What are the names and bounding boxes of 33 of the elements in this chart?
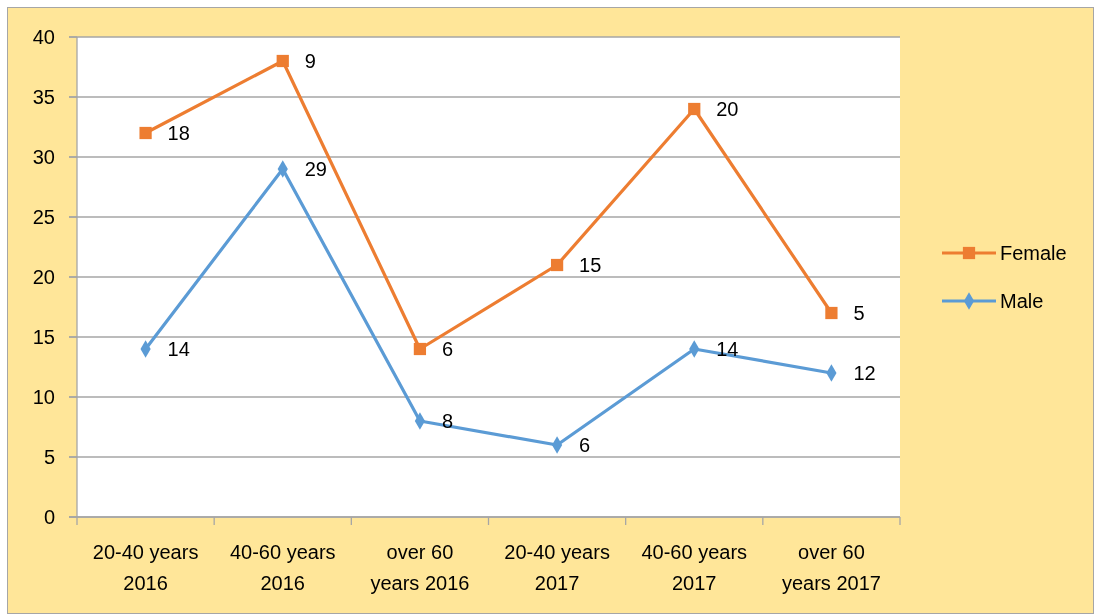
point xyxy=(139,126,152,140)
annotation: 6 xyxy=(441,338,454,360)
y-tick-label: 30 xyxy=(32,146,55,168)
point xyxy=(688,102,701,116)
y-tick-label: 35 xyxy=(32,86,55,108)
y-tick-label: 15 xyxy=(32,326,55,348)
data-label: 29 xyxy=(304,158,327,180)
point xyxy=(276,54,289,68)
annotation: 18 xyxy=(167,122,190,144)
legend-label: Female xyxy=(1000,242,1067,264)
x-tick-label: 40-60 years 2016 xyxy=(229,541,336,594)
annotation: 20 xyxy=(716,98,739,120)
annotation: 5 xyxy=(853,302,865,324)
data-label: 14 xyxy=(167,338,190,360)
point xyxy=(550,258,564,272)
data-label: 6 xyxy=(579,434,591,456)
x-tick-label: 20-40 years 2017 xyxy=(504,541,610,594)
y-tick-label: 0 xyxy=(43,506,55,528)
y-tick-label: 40 xyxy=(32,26,55,48)
data-label: 12 xyxy=(853,362,876,384)
point xyxy=(825,306,838,320)
y-tick-label: 5 xyxy=(43,446,55,468)
x-tick-label: over 60 years 2016 xyxy=(370,541,470,594)
y-tick-label: 20 xyxy=(32,266,55,288)
point xyxy=(413,342,427,356)
legend-label: Male xyxy=(1000,290,1044,312)
y-tick-label: 10 xyxy=(32,386,55,408)
x-tick-label: 40-60 years 2017 xyxy=(641,541,748,594)
annotation: 15 xyxy=(579,254,602,276)
y-tick-label: 25 xyxy=(32,206,55,228)
x-tick-label: over 60 years 2017 xyxy=(781,541,881,594)
annotation: 9 xyxy=(304,50,316,72)
x-tick-label: 20-40 years 2016 xyxy=(92,541,199,594)
